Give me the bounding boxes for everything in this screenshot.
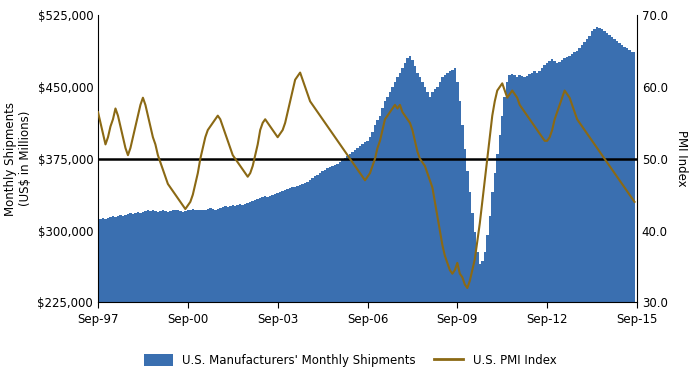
Legend: U.S. Manufacturers' Monthly Shipments, U.S. PMI Index: U.S. Manufacturers' Monthly Shipments, U…: [139, 350, 561, 372]
Y-axis label: PMI Index: PMI Index: [675, 130, 688, 187]
Y-axis label: Monthly Shipments
(US$ in Millions): Monthly Shipments (US$ in Millions): [4, 102, 32, 216]
